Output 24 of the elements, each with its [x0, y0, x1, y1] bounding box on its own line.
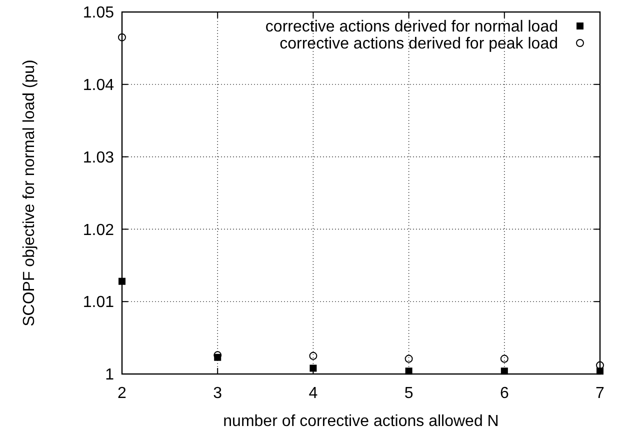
y-tick-label: 1.01 — [82, 294, 114, 312]
y-tick-label: 1 — [105, 366, 114, 384]
y-tick-label: 1.02 — [82, 222, 114, 239]
point — [118, 33, 126, 42]
point — [404, 354, 413, 363]
point — [500, 354, 508, 363]
x-tick-label: 2 — [118, 385, 127, 402]
x-axis-title: number of corrective actions allowed N — [223, 413, 499, 430]
point — [310, 364, 317, 372]
x-tick-label: 3 — [213, 385, 222, 402]
x-tick-label: 7 — [596, 385, 605, 402]
y-tick-label: 1.04 — [82, 77, 114, 94]
legend-label: corrective actions derived for peak load — [280, 36, 558, 53]
point — [309, 352, 318, 360]
y-axis-title: SCOPF objective for normal load (pu) — [21, 60, 38, 326]
y-tick-label: 1.05 — [82, 4, 114, 22]
y-tick-label: 1.03 — [82, 149, 114, 166]
point — [118, 278, 126, 285]
x-tick-label: 5 — [404, 385, 414, 402]
point — [405, 368, 412, 375]
legend-label: corrective actions derived for normal load — [265, 18, 558, 36]
x-tick-label: 6 — [500, 385, 509, 402]
x-tick-label: 4 — [308, 385, 318, 402]
point — [500, 368, 508, 375]
